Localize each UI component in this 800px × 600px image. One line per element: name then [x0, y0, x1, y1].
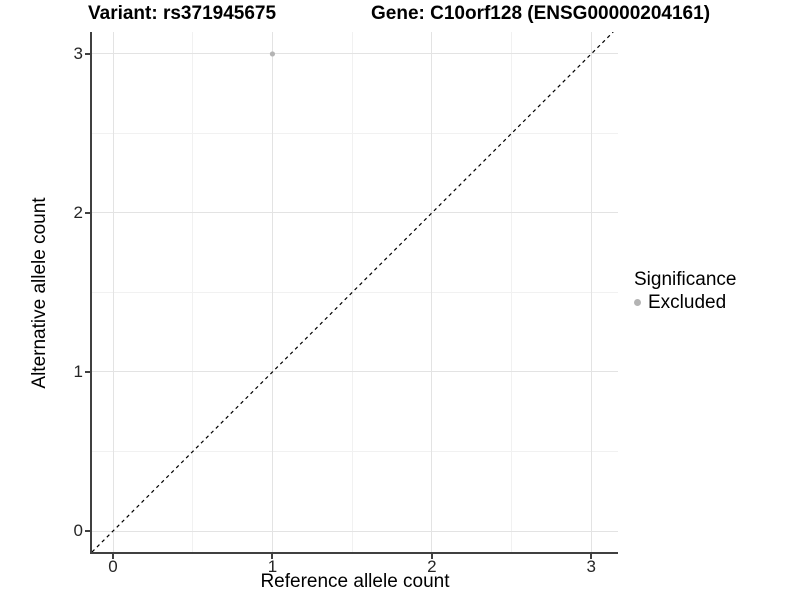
y-tick-label: 2	[73, 202, 83, 222]
x-axis-tick	[271, 554, 274, 559]
major-gridline-y	[92, 371, 618, 373]
plot-title-variant: Variant: rs371945675	[88, 3, 277, 24]
x-tick-label: 1	[267, 557, 278, 576]
plot-panel	[92, 32, 618, 552]
y-tick-label: 3	[73, 43, 83, 63]
x-axis-title: Reference allele count	[260, 571, 450, 592]
major-gridline-x	[431, 32, 433, 552]
data-point	[269, 51, 276, 57]
major-gridline-y	[92, 530, 618, 532]
y-axis-tick	[85, 52, 90, 55]
y-axis-line	[90, 32, 92, 554]
minor-gridline-y	[92, 291, 618, 293]
major-gridline-x	[271, 32, 273, 552]
y-axis-tick	[85, 530, 90, 532]
y-axis-tick	[85, 211, 90, 214]
y-tick-label: 0	[73, 521, 83, 540]
major-gridline-y	[92, 53, 618, 55]
legend-point-icon	[634, 299, 641, 306]
plot-title-gene: Gene: C10orf128 (ENSG00000204161)	[371, 3, 711, 24]
y-axis-tick	[85, 370, 90, 373]
x-axis-line	[90, 552, 618, 554]
legend: Significance Excluded	[634, 268, 736, 314]
y-axis-title: Alternative allele count	[29, 197, 50, 389]
plot-layer	[92, 32, 614, 552]
x-tick-label: 2	[427, 557, 437, 576]
x-tick-label: 3	[586, 557, 596, 576]
major-gridline-y	[92, 212, 618, 214]
minor-gridline-y	[92, 132, 618, 134]
legend-title: Significance	[634, 269, 737, 290]
legend-item-label: Excluded	[648, 291, 727, 313]
major-gridline-x	[590, 32, 592, 552]
x-tick-label: 0	[108, 557, 118, 576]
major-gridline-x	[112, 32, 114, 552]
legend-item-excluded: Excluded	[634, 291, 736, 314]
x-axis-tick	[590, 554, 593, 559]
y-tick-label: 1	[73, 361, 83, 381]
x-axis-tick	[430, 554, 433, 559]
x-axis-tick	[112, 554, 115, 559]
minor-gridline-y	[92, 450, 618, 452]
identity-dashed-line	[92, 32, 614, 552]
